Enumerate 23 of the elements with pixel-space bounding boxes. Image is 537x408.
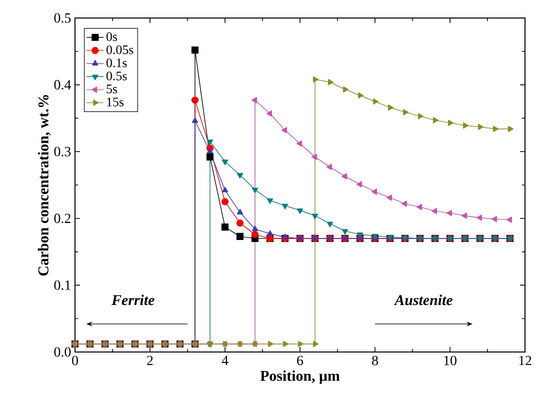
x-tick-label: 6 <box>297 356 304 366</box>
y-axis-title: Carbon concentration, wt.% <box>38 95 51 276</box>
legend-label: 0s <box>106 32 118 42</box>
y-tick-label: 0.4 <box>54 80 71 90</box>
x-tick-label: 4 <box>222 356 228 365</box>
annotation: Ferrite <box>112 294 154 306</box>
x-tick-label: 0 <box>72 356 78 366</box>
legend-label: 0.05s <box>106 45 134 54</box>
x-tick-label: 2 <box>147 356 153 366</box>
legend-label: 0.5s <box>106 72 127 80</box>
y-tick-label: 0.3 <box>54 146 71 156</box>
x-axis-title: Position, μm <box>260 370 340 384</box>
x-tick-label: 12 <box>519 356 532 366</box>
y-tick-label: 0.0 <box>54 347 71 357</box>
x-tick-label: 8 <box>372 356 378 366</box>
y-tick-label: 0.2 <box>54 214 70 224</box>
y-tick-label: 0.5 <box>54 13 71 23</box>
legend-label: 5s <box>106 84 118 94</box>
x-tick-label: 10 <box>444 356 456 366</box>
y-tick-label: 0.1 <box>54 280 70 290</box>
annotation: Austenite <box>394 294 452 306</box>
legend-label: 0.1s <box>106 58 127 68</box>
legend-label: 15s <box>107 98 124 106</box>
